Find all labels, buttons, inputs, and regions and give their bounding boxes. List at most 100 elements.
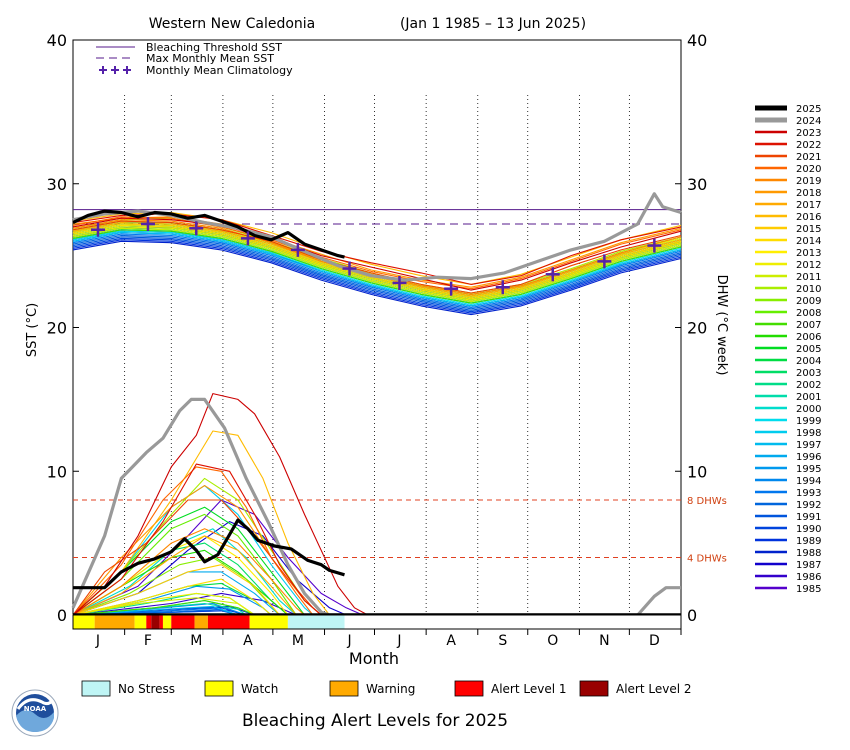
dhw-line-2021	[72, 499, 322, 616]
dhw-line-2012	[72, 592, 255, 616]
year-legend-label: 1995	[796, 464, 821, 475]
alert-legend: No Stress Watch Warning Alert Level 1 Alert …	[81, 680, 692, 697]
y-tick-label-left: 10	[47, 462, 67, 481]
alert-bar-segment	[249, 615, 288, 629]
dhw-line-1997	[72, 605, 239, 616]
year-legend-label: 2020	[796, 164, 821, 175]
dhw-line-2025	[73, 518, 345, 590]
year-legend-label: 2012	[796, 260, 821, 271]
y-tick-label-right: 20	[687, 319, 707, 338]
month-label: J	[346, 633, 351, 649]
year-legend-label: 1996	[796, 452, 821, 463]
alert-legend-swatch	[204, 680, 234, 697]
legend-climatology-label: Monthly Mean Climatology	[146, 64, 293, 77]
sst-line-1997	[72, 232, 682, 307]
year-legend-label: 2004	[796, 356, 821, 367]
dhw-line-label: 4 DHWs	[687, 554, 727, 565]
year-legend-label: 2001	[796, 392, 821, 403]
year-legend-label: 2018	[796, 188, 821, 199]
alert-bar-segment	[146, 615, 152, 629]
year-legend-label: 2017	[796, 200, 821, 211]
y-tick-label-left: 0	[57, 606, 67, 625]
climatology-point	[495, 280, 510, 295]
sst-line-1992	[72, 234, 682, 310]
alert-legend-label: Warning	[366, 682, 415, 696]
sst-line-2020	[72, 216, 682, 290]
alert-bar-segment	[94, 615, 135, 629]
y-axis-label-left: SST (°C)	[25, 303, 40, 357]
year-legend-label: 1985	[796, 584, 821, 595]
month-label: N	[599, 633, 609, 649]
year-legend-label: 2008	[796, 308, 821, 319]
year-legend-label: 2013	[796, 248, 821, 259]
dhw-line-2007	[72, 600, 255, 616]
y-tick-label-right: 40	[687, 31, 707, 50]
alert-legend-swatch	[81, 680, 111, 697]
year-legend-label: 2025	[796, 104, 821, 115]
dhw-line-2020	[72, 466, 314, 616]
sst-line-1989	[72, 239, 682, 314]
climatology-point	[392, 275, 407, 290]
alert-bar-segment	[287, 615, 345, 629]
month-label: M	[292, 633, 304, 649]
year-legend-label: 2003	[796, 368, 821, 379]
dhw-line-2016	[72, 430, 330, 616]
dhw-line-2017	[72, 535, 297, 616]
year-legend-label: 1986	[796, 572, 821, 583]
year-legend-label: 2014	[796, 236, 821, 247]
year-legend-label: 1998	[796, 428, 821, 439]
chart-date-range: (Jan 1 1985 – 13 Jun 2025)	[400, 16, 586, 32]
year-legend-label: 1990	[796, 524, 821, 535]
alert-legend-swatch	[454, 680, 484, 697]
year-legend-label: 2009	[796, 296, 821, 307]
climatology-point	[545, 267, 560, 282]
alert-bar-segment	[162, 615, 172, 629]
sst-line-2023	[72, 217, 682, 291]
year-legend-label: 2010	[796, 284, 821, 295]
year-legend-label: 2002	[796, 380, 821, 391]
year-legend-label: 1988	[796, 548, 821, 559]
climatology-point	[90, 222, 105, 237]
sst-line-1991	[72, 236, 682, 311]
y-tick-label-left: 40	[47, 31, 67, 50]
year-legend-label: 1992	[796, 500, 821, 511]
sst-line-2011	[72, 227, 682, 303]
year-legend-label: 2000	[796, 404, 821, 415]
sst-line-2007	[72, 229, 682, 304]
dhw-line-1986	[72, 592, 297, 616]
month-label: M	[190, 633, 202, 649]
sst-line-1993	[72, 233, 682, 308]
year-legend-label: 2015	[796, 224, 821, 235]
y-tick-label-left: 30	[47, 175, 67, 194]
sst-line-1988	[72, 240, 682, 316]
dhw-line-1998	[72, 485, 314, 616]
dhw-line-2014	[72, 578, 272, 616]
y-tick-label-left: 20	[47, 319, 67, 338]
sst-line-2021	[72, 220, 682, 294]
y-tick-label-right: 10	[687, 462, 707, 481]
month-label: S	[498, 633, 507, 649]
y-axis-label-right: DHW (°C week)	[714, 275, 729, 376]
alert-bar-segment	[73, 615, 95, 629]
alert-legend-label: Alert Level 2	[616, 682, 692, 696]
sst-line-2025	[72, 209, 345, 259]
chart-title: Western New Caledonia	[149, 16, 316, 32]
legend-threshold-label: Bleaching Threshold SST	[146, 41, 282, 54]
sst-line-1999	[72, 230, 682, 306]
alert-bar-segment	[159, 615, 163, 629]
year-legend-label: 1987	[796, 560, 821, 571]
year-legend-label: 2023	[796, 128, 821, 139]
sst-line-2014	[72, 224, 682, 300]
plot-layer: 0 0 10 10 20 20 30 30 40 40 8 DHWs 4 DHWs J F M A M J J A S O…	[47, 31, 727, 649]
climatology-point	[240, 231, 255, 246]
year-legend: 2025202420232022202120202019201820172016…	[755, 104, 821, 595]
alert-bar-segment	[194, 615, 208, 629]
alert-bar-segment	[171, 615, 195, 629]
dhw-line-2023	[72, 393, 369, 616]
month-label: J	[95, 633, 100, 649]
dhw-line-2019	[72, 528, 305, 616]
year-legend-label: 2005	[796, 344, 821, 355]
year-legend-label: 1993	[796, 488, 821, 499]
dhw-line-label: 8 DHWs	[687, 496, 727, 507]
